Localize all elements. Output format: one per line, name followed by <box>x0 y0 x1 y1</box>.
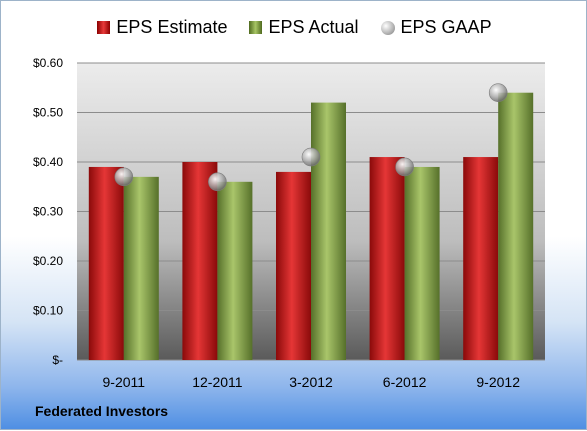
point-eps-gaap <box>395 157 414 177</box>
x-category-label: 6-2012 <box>383 374 427 390</box>
y-tick-label: $0.50 <box>33 106 63 120</box>
y-tick-label: $0.30 <box>33 205 63 219</box>
gaap-swatch <box>380 20 395 35</box>
bar-eps-estimate <box>88 166 124 360</box>
bar-eps-actual <box>404 166 440 360</box>
x-category-label: 9-2012 <box>476 374 520 390</box>
legend: EPS Estimate EPS Actual EPS GAAP <box>1 17 587 38</box>
legend-item-gaap: EPS GAAP <box>380 17 492 38</box>
legend-item-estimate: EPS Estimate <box>97 17 227 38</box>
bar-eps-actual <box>123 176 159 360</box>
y-tick-label: $- <box>52 353 63 367</box>
x-category-label: 12-2011 <box>192 374 243 390</box>
y-tick-label: $0.20 <box>33 254 63 268</box>
bar-eps-estimate <box>463 157 499 360</box>
estimate-swatch <box>97 21 111 34</box>
point-eps-gaap <box>208 172 227 192</box>
y-tick-label: $0.10 <box>33 304 63 318</box>
point-eps-gaap <box>301 147 321 167</box>
legend-label-gaap: EPS GAAP <box>400 17 492 37</box>
point-eps-gaap <box>114 167 134 187</box>
bar-eps-actual <box>498 92 534 360</box>
bar-eps-estimate <box>182 162 218 360</box>
bar-eps-estimate <box>369 157 405 360</box>
bar-eps-estimate <box>276 171 311 360</box>
legend-item-actual: EPS Actual <box>249 17 359 38</box>
bar-eps-actual <box>311 102 346 360</box>
legend-label-estimate: EPS Estimate <box>116 17 228 37</box>
company-name: Federated Investors <box>35 403 169 419</box>
y-tick-label: $0.40 <box>33 155 63 169</box>
x-category-label: 3-2012 <box>289 374 333 390</box>
y-tick-label: $0.60 <box>33 56 63 70</box>
legend-label-actual: EPS Actual <box>268 17 359 37</box>
actual-swatch <box>249 21 263 34</box>
point-eps-gaap <box>488 83 508 102</box>
x-category-label: 9-2011 <box>103 374 146 390</box>
bar-eps-actual <box>217 181 253 360</box>
